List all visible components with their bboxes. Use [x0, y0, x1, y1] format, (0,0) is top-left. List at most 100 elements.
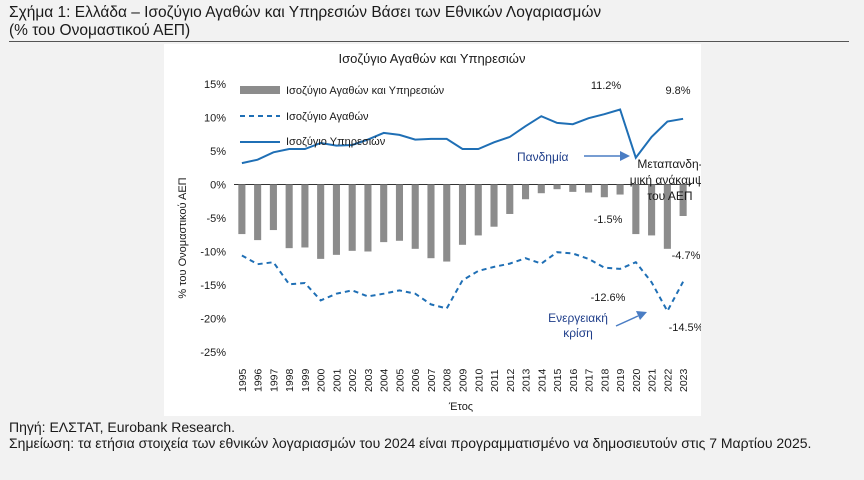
- data-label-balance-2023: -4.7%: [672, 250, 701, 262]
- x-tick-label: 2019: [615, 368, 627, 392]
- x-axis-label: Έτος: [448, 401, 473, 413]
- legend-bar-label: Ισοζύγιο Αγαθών και Υπηρεσιών: [286, 85, 445, 97]
- x-tick-label: 2006: [410, 368, 422, 392]
- bar-2008: [443, 184, 451, 262]
- title-divider: [9, 41, 849, 42]
- footnote: Σημείωση: τα ετήσια στοιχεία των εθνικών…: [9, 435, 812, 451]
- x-tick-label: 2002: [347, 368, 359, 392]
- annotations: Πανδημία Μεταπανδη- μική ανάκαμψη του ΑΕ…: [517, 150, 701, 340]
- x-tick-label: 2015: [552, 368, 564, 392]
- data-label-balance-2019: -1.5%: [594, 214, 623, 226]
- x-tick-label: 2009: [458, 368, 470, 392]
- y-tick-label: -20%: [200, 314, 226, 326]
- chart-title: Ισοζύγιο Αγαθών και Υπηρεσιών: [339, 51, 526, 66]
- bar-2012: [506, 184, 514, 214]
- annotation-recovery-line-2: μική ανάκαμψη: [630, 173, 701, 187]
- x-tick-label: 1997: [268, 368, 280, 392]
- annotation-energy-arrowhead: [636, 311, 647, 320]
- bar-1995: [238, 184, 246, 235]
- bar-2001: [332, 184, 340, 255]
- bar-2014: [537, 184, 545, 194]
- services-balance-line: [241, 108, 684, 165]
- legend-bar-swatch: [240, 86, 280, 94]
- legend-services-label: Ισοζύγιο Υπηρεσιών: [286, 136, 386, 148]
- x-tick-label: 2004: [379, 368, 391, 392]
- x-tick-label: 2008: [442, 368, 454, 392]
- x-tick-label: 2007: [426, 368, 438, 392]
- data-label-goods-2023: -14.5%: [669, 322, 701, 334]
- bar-2005: [395, 184, 404, 241]
- bar-2022: [663, 184, 671, 249]
- bar-2016: [569, 184, 577, 192]
- bar-2023: [679, 184, 687, 216]
- x-tick-label: 2012: [505, 368, 517, 392]
- bar-2003: [364, 184, 372, 252]
- bar-2002: [348, 184, 356, 251]
- bar-2015: [553, 184, 561, 190]
- annotation-pandemic: Πανδημία: [517, 150, 569, 164]
- bar-2017: [585, 184, 593, 193]
- x-tick-label: 2013: [521, 368, 533, 392]
- x-tick-label: 2003: [363, 368, 375, 392]
- y-tick-label: -25%: [200, 347, 226, 359]
- source-note: Πηγή: ΕΛΣΤΑΤ, Eurobank Research.: [9, 419, 236, 435]
- figure-title-line-1: Σχήμα 1: Ελλάδα – Ισοζύγιο Αγαθών και Υπ…: [9, 4, 602, 21]
- x-tick-label: 2020: [631, 368, 643, 392]
- x-tick-label: 2018: [599, 368, 611, 392]
- x-tick-label: 1998: [284, 368, 296, 392]
- x-tick-label: 1995: [237, 368, 249, 392]
- bar-1998: [285, 184, 293, 249]
- chart-svg: Ισοζύγιο Αγαθών και Υπηρεσιών 15% 10% 5% 0%…: [177, 51, 701, 413]
- bar-2013: [521, 184, 530, 200]
- annotation-pandemic-arrowhead: [620, 151, 630, 161]
- y-tick-label: 5%: [210, 146, 226, 158]
- legend-goods-label: Ισοζύγιο Αγαθών: [286, 111, 369, 123]
- x-tick-label: 2022: [662, 368, 674, 392]
- bar-2020: [632, 184, 640, 235]
- data-labels: 11.2% 9.8% -1.5% -4.7% -12.6% -14.5%: [591, 80, 701, 334]
- x-tick-label: 2000: [316, 368, 328, 392]
- bar-1997: [269, 184, 277, 231]
- x-tick-label: 2021: [647, 368, 659, 392]
- figure-title-line-2: (% του Ονομαστικού ΑΕΠ): [9, 22, 191, 39]
- annotation-recovery-line-3: του ΑΕΠ: [647, 189, 692, 203]
- goods-balance-line: [241, 251, 684, 314]
- y-tick-label: -15%: [200, 280, 226, 292]
- y-tick-label: 10%: [204, 113, 226, 125]
- data-label-services-2023: 9.8%: [665, 85, 690, 97]
- y-tick-label: 15%: [204, 79, 226, 91]
- bar-2007: [427, 184, 435, 259]
- chart-container: Ισοζύγιο Αγαθών και Υπηρεσιών 15% 10% 5% 0%…: [164, 44, 701, 416]
- data-label-goods-2019: -12.6%: [591, 292, 626, 304]
- x-tick-label: 2010: [473, 368, 485, 392]
- y-tick-label: -10%: [200, 247, 226, 259]
- bar-2009: [458, 184, 467, 245]
- annotation-energy-line-2: κρίση: [563, 326, 593, 340]
- y-tick-label: -5%: [206, 213, 226, 225]
- y-axis-label: % του Ονομαστικού ΑΕΠ: [177, 177, 189, 298]
- bar-2011: [490, 184, 498, 227]
- bar-2010: [474, 184, 482, 236]
- x-tick-label: 2016: [568, 368, 580, 392]
- bar-2000: [317, 184, 325, 259]
- x-tick-label: 2023: [678, 368, 690, 392]
- figure-notes: Πηγή: ΕΛΣΤΑΤ, Eurobank Research. Σημείωσ…: [9, 419, 859, 451]
- data-label-services-2019: 11.2%: [591, 80, 622, 92]
- x-tick-label: 2014: [536, 368, 548, 392]
- x-tick-label: 2001: [331, 368, 343, 392]
- bar-2019: [616, 184, 624, 195]
- bar-2006: [411, 184, 419, 249]
- annotation-energy-arrow: [615, 315, 639, 327]
- legend: Ισοζύγιο Αγαθών και Υπηρεσιών Ισοζύγιο Α…: [240, 85, 445, 148]
- bar-1999: [301, 184, 309, 248]
- x-tick-label: 2017: [584, 368, 596, 392]
- x-tick-label: 2005: [394, 368, 406, 392]
- figure-title: Σχήμα 1: Ελλάδα – Ισοζύγιο Αγαθών και Υπ…: [9, 4, 859, 40]
- bar-2021: [648, 184, 656, 236]
- annotation-recovery-line-1: Μεταπανδη-: [637, 157, 701, 171]
- x-tick-label: 1999: [300, 368, 312, 392]
- bar-2004: [380, 184, 388, 243]
- bar-1996: [254, 184, 262, 241]
- x-tick-label: 2011: [489, 369, 501, 392]
- annotation-energy-line-1: Ενεργειακή: [548, 311, 608, 325]
